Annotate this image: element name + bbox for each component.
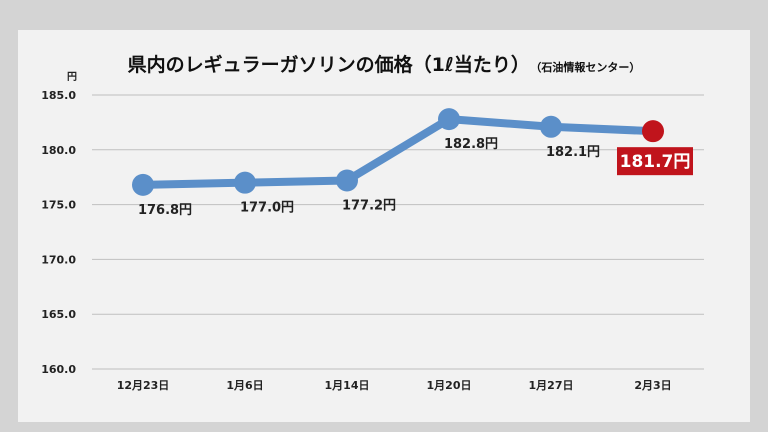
data-label: 177.2円 — [342, 198, 396, 213]
data-point — [642, 120, 664, 143]
highlight-label-box — [617, 147, 693, 176]
data-label: 182.1円 — [546, 145, 600, 160]
y-unit-label: 円 — [67, 71, 77, 83]
data-point — [438, 108, 460, 131]
x-tick-label: 1月20日 — [427, 379, 472, 392]
y-tick-label: 160.0 — [41, 363, 76, 376]
x-tick-labels: 12月23日 1月6日 1月14日 1月20日 1月27日 2月3日 — [117, 379, 672, 392]
grid-lines — [92, 94, 704, 370]
y-tick-label: 185.0 — [41, 89, 76, 102]
y-tick-label: 175.0 — [41, 199, 76, 212]
data-label-highlight: 181.7円 — [620, 152, 691, 172]
data-point — [132, 173, 154, 196]
chart-title-row: 県内のレギュラーガソリンの価格（1ℓ当たり） （石油情報センター） — [0, 50, 768, 77]
y-tick-label: 165.0 — [41, 308, 76, 321]
y-tick-label: 180.0 — [41, 144, 76, 157]
data-point — [234, 171, 256, 194]
data-label: 177.0円 — [240, 201, 294, 216]
data-label: 176.8円 — [138, 203, 192, 218]
x-tick-label: 1月27日 — [529, 379, 574, 392]
x-tick-label: 2月3日 — [634, 379, 671, 392]
series-line — [139, 115, 657, 189]
data-point — [336, 169, 358, 192]
data-label: 182.8円 — [444, 137, 498, 152]
y-tick-label: 170.0 — [41, 253, 76, 266]
y-tick-labels: 185.0 180.0 175.0 170.0 165.0 160.0 — [41, 89, 76, 376]
chart-source: （石油情報センター） — [535, 61, 641, 74]
x-tick-label: 12月23日 — [117, 379, 170, 392]
data-point — [540, 115, 562, 138]
chart-title: 県内のレギュラーガソリンの価格（1ℓ当たり） — [127, 54, 530, 76]
data-labels: 176.8円 177.0円 177.2円 182.8円 182.1円 181.7円 — [138, 137, 693, 218]
x-tick-label: 1月6日 — [226, 379, 263, 392]
data-markers — [132, 108, 664, 196]
x-tick-label: 1月14日 — [325, 379, 370, 392]
